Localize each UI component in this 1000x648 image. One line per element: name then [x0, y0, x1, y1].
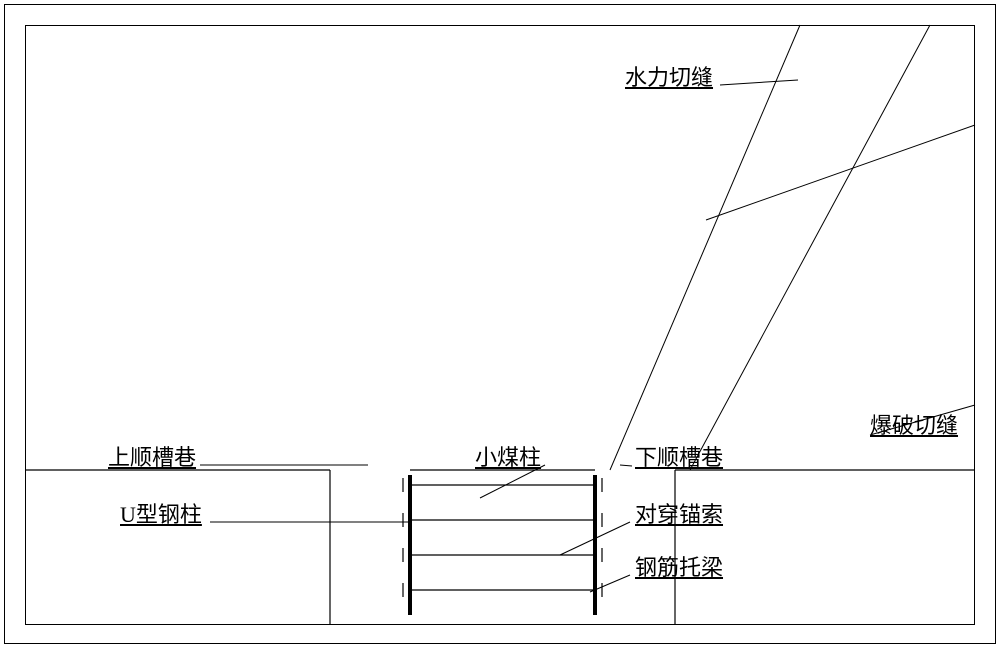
label-u-steel-column: U型钢柱 [120, 497, 202, 529]
label-through-anchor: 对穿锚索 [635, 497, 723, 529]
label-hydraulic-joint: 水力切缝 [625, 60, 713, 92]
label-upper-gateway: 上顺槽巷 [108, 440, 196, 472]
diagram-frame [25, 25, 975, 625]
label-lower-gateway: 下顺槽巷 [635, 440, 723, 472]
label-blasting-joint: 爆破切缝 [870, 408, 958, 440]
label-rebar-beam: 钢筋托梁 [635, 550, 723, 582]
label-coal-pillar: 小煤柱 [475, 440, 541, 472]
